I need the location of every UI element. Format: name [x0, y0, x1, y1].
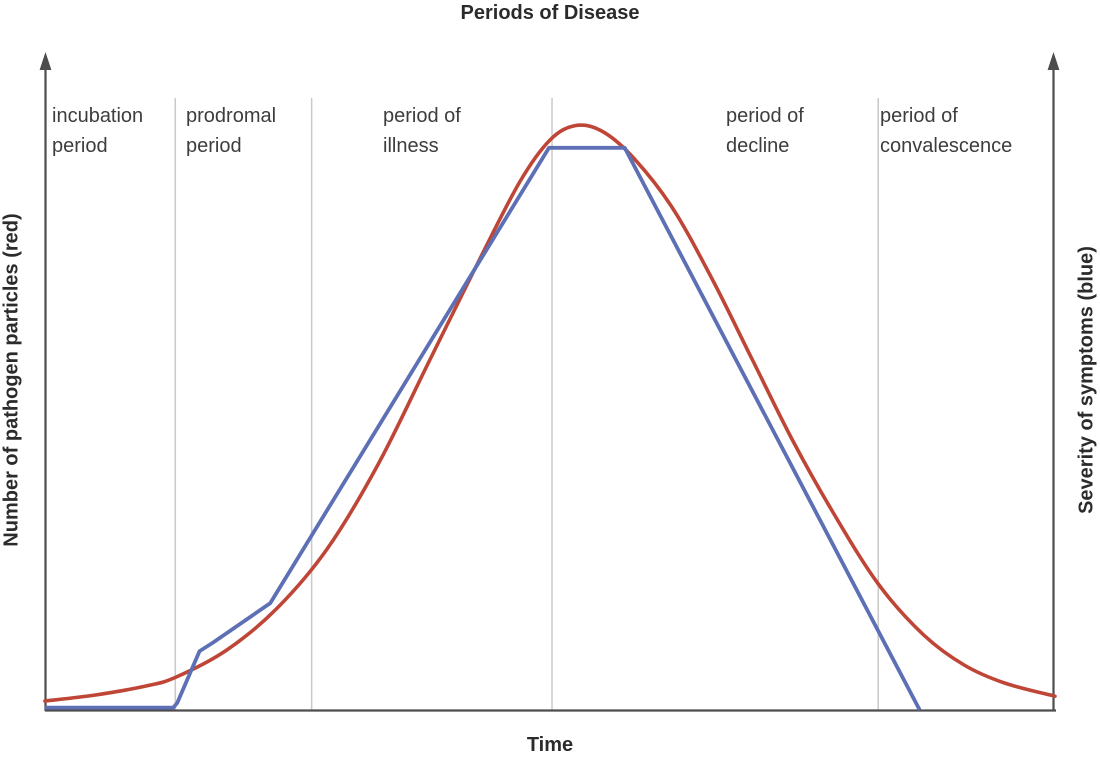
period-label-line: decline — [726, 135, 790, 157]
period-label-line: period of — [383, 105, 461, 127]
period-label-line: period of — [880, 105, 958, 127]
period-label-decline: period of decline — [726, 101, 804, 161]
period-label-incubation: incubation period — [52, 101, 143, 161]
period-label-line: period — [52, 135, 108, 157]
period-label-line: period of — [726, 105, 804, 127]
period-label-line: period — [186, 135, 242, 157]
pathogen-particles-curve — [43, 123, 1057, 703]
y-axis-right-arrow-icon — [1047, 52, 1060, 70]
period-label-line: prodromal — [186, 105, 277, 127]
y-axis-left-arrow-icon — [39, 52, 52, 70]
period-label-line: convalescence — [880, 135, 1013, 157]
symptoms-severity-curve — [45, 145, 922, 711]
period-dividers — [174, 98, 879, 710]
period-label-prodromal: prodromal period — [186, 101, 276, 161]
period-label-line: illness — [383, 135, 439, 157]
period-label-line: incubation — [52, 105, 144, 127]
y-axis-label-left: Number of pathogen particles (red) — [0, 213, 23, 547]
chart-title: Periods of Disease — [460, 2, 640, 24]
period-label-illness: period of illness — [383, 101, 461, 161]
y-axis-label-right: Severity of symptoms (blue) — [1075, 246, 1098, 514]
period-label-convalescence: period of convalescence — [880, 101, 1012, 161]
x-axis-label: Time — [526, 734, 574, 756]
